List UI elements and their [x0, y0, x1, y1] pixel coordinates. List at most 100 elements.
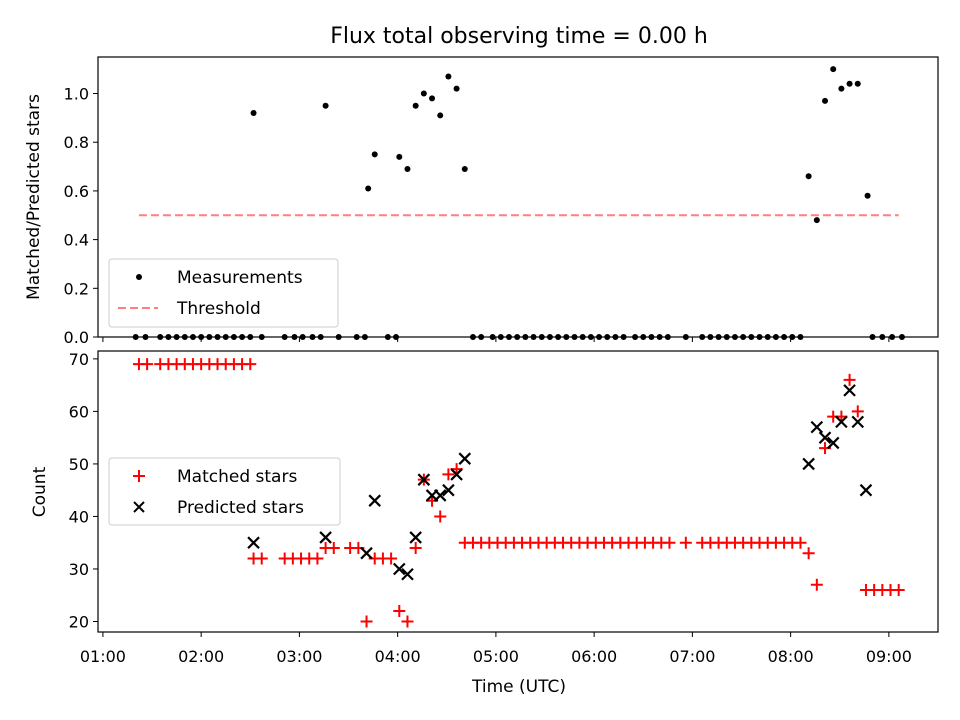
- chart-title: Flux total observing time = 0.00 h: [330, 24, 708, 49]
- measurement-point: [322, 102, 329, 109]
- bottom-y-ticks: 20 30 40 50 60 70: [69, 350, 98, 631]
- predicted-star-point: [802, 457, 815, 471]
- predicted-star-point: [843, 384, 856, 397]
- legend-measurements-label: Measurements: [177, 268, 303, 288]
- matched-star-point: [434, 510, 447, 523]
- legend-predicted-label: Predicted stars: [177, 498, 304, 518]
- matched-star-point: [802, 547, 815, 560]
- measurement-point: [453, 85, 460, 92]
- top-legend-box: [108, 258, 339, 328]
- x-tick-label: 01:00: [80, 647, 126, 666]
- matched-star-point: [327, 541, 340, 554]
- matched-star-point: [385, 552, 398, 565]
- matched-star-point: [679, 536, 692, 549]
- matched-star-point: [255, 552, 268, 565]
- x-tick-label: 02:00: [178, 647, 224, 666]
- bottom-y-tick-label: 50: [69, 455, 89, 474]
- measurement-point: [396, 153, 403, 160]
- x-axis-label: Time (UTC): [471, 677, 566, 697]
- top-data-layer: [132, 66, 905, 340]
- bottom-data-layer: [132, 358, 905, 628]
- bottom-x-ticks: 01:00 02:00 03:00 04:00 05:00 06:00 07:00 08:00…: [80, 632, 912, 666]
- x-tick-label: 04:00: [375, 647, 421, 666]
- predicted-star-point: [417, 473, 431, 486]
- predicted-star-point: [442, 483, 455, 497]
- matched-star-point: [409, 541, 422, 554]
- matched-star-point: [851, 405, 864, 418]
- measurement-point: [864, 192, 871, 199]
- predicted-star-point: [401, 567, 414, 581]
- x-tick-label: 08:00: [768, 647, 814, 666]
- matched-star-point: [244, 358, 257, 371]
- predicted-star-point: [247, 536, 260, 549]
- measurement-point: [822, 97, 829, 104]
- predicted-star-point: [368, 494, 382, 507]
- legend-predicted-marker: [133, 501, 145, 513]
- x-tick-label: 05:00: [473, 647, 519, 666]
- top-y-tick-label: 0.2: [64, 279, 89, 298]
- bottom-y-tick-label: 70: [69, 350, 89, 369]
- predicted-star-point: [393, 562, 406, 576]
- predicted-star-point: [859, 483, 873, 497]
- predicted-star-point: [826, 436, 840, 450]
- top-legend: Measurements Threshold: [108, 258, 339, 328]
- bottom-y-tick-label: 20: [69, 612, 89, 631]
- matched-star-point: [141, 358, 154, 371]
- matched-star-point: [843, 373, 856, 386]
- x-tick-label: 06:00: [571, 647, 617, 666]
- measurement-point: [250, 110, 257, 116]
- measurement-point: [461, 166, 468, 172]
- legend-threshold-label: Threshold: [176, 299, 261, 319]
- bottom-y-axis-label: Count: [30, 466, 50, 517]
- matched-star-point: [393, 604, 406, 617]
- measurement-point: [805, 173, 812, 180]
- predicted-star-point: [433, 489, 447, 502]
- bottom-axes-frame: [97, 350, 939, 633]
- bottom-legend-box: [108, 457, 341, 526]
- top-panel: 0.0 0.2 0.4 0.6 0.8 1.0 Matched/Predicted sta…: [24, 56, 939, 347]
- predicted-star-point: [818, 431, 832, 444]
- matched-star-point: [663, 536, 676, 549]
- predicted-star-point: [851, 415, 865, 429]
- bottom-panel: 20 30 40 50 60 70 01:00 02:00 03:00 04:00 05:00 06…: [30, 350, 939, 697]
- measurement-point: [420, 90, 427, 97]
- top-y-tick-label: 1.0: [64, 85, 89, 104]
- bottom-legend: Matched stars Predicted stars: [108, 457, 341, 526]
- bottom-y-tick-label: 60: [69, 402, 89, 421]
- measurement-point: [846, 80, 853, 87]
- x-tick-label: 03:00: [276, 647, 322, 666]
- x-tick-label: 07:00: [669, 647, 715, 666]
- top-y-tick-label: 0.6: [64, 182, 89, 201]
- top-y-tick-label: 0.4: [64, 231, 89, 250]
- matched-star-point: [794, 536, 807, 549]
- predicted-star-point: [458, 452, 472, 465]
- predicted-star-point: [450, 468, 463, 481]
- measurement-point: [404, 166, 411, 172]
- top-y-tick-label: 0.0: [64, 328, 89, 347]
- measurement-point: [365, 185, 372, 192]
- top-axes-frame: [97, 56, 939, 338]
- top-y-axis-label: Matched/Predicted stars: [24, 94, 44, 300]
- measurement-point: [437, 112, 444, 119]
- top-x-ticks: [102, 337, 890, 342]
- measurement-point: [412, 102, 419, 109]
- measurement-point: [838, 85, 845, 92]
- measurement-point: [830, 66, 837, 73]
- matched-star-point: [892, 583, 905, 596]
- predicted-star-point: [810, 420, 824, 434]
- measurement-point: [813, 217, 820, 224]
- predicted-star-point: [835, 415, 848, 429]
- matched-star-point: [401, 615, 414, 628]
- top-y-ticks: 0.0 0.2 0.4 0.6 0.8 1.0: [64, 85, 98, 347]
- predicted-star-point: [360, 546, 373, 560]
- x-tick-label: 09:00: [866, 647, 912, 666]
- predicted-star-point: [409, 531, 422, 544]
- predicted-star-point: [319, 531, 332, 544]
- matched-star-point: [360, 615, 373, 628]
- matched-star-point: [442, 468, 455, 481]
- measurement-point: [854, 80, 861, 87]
- measurement-point: [371, 151, 378, 158]
- matched-star-point: [810, 578, 823, 591]
- bottom-y-tick-label: 40: [69, 507, 89, 526]
